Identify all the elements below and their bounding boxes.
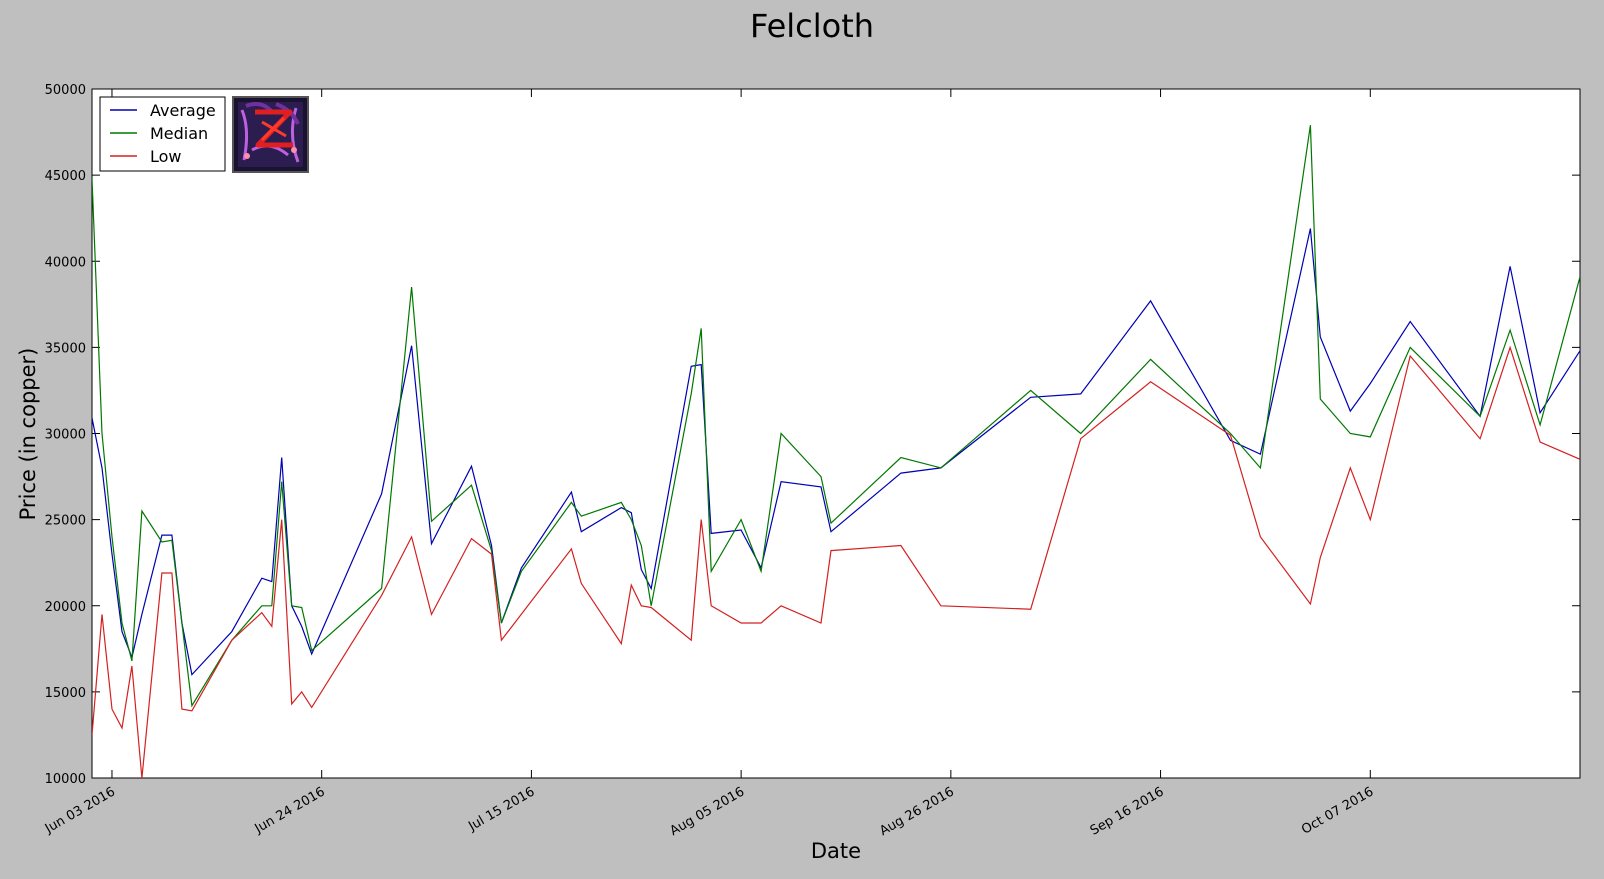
y-tick-label: 45000 [45, 169, 86, 184]
series-line-low [92, 345, 1580, 778]
y-axis-label: Price (in copper) [16, 348, 40, 521]
y-tick-label: 20000 [45, 600, 86, 615]
y-tick-label: 35000 [45, 341, 86, 356]
x-axis-label: Date [811, 839, 861, 863]
series-layer [92, 125, 1580, 778]
y-axis: 10000 15000 20000 25000 30000 35000 40000 45000… [45, 83, 1580, 787]
y-tick-label: 10000 [45, 772, 86, 787]
y-tick-label: 50000 [45, 83, 86, 98]
x-tick-label: Aug 26 2016 [877, 784, 957, 839]
y-tick-label: 25000 [45, 514, 86, 529]
y-tick-label: 40000 [45, 255, 86, 270]
y-tick-label: 15000 [45, 686, 86, 701]
x-tick-label: Jun 24 2016 [252, 784, 328, 837]
x-tick-label: Jun 03 2016 [42, 784, 118, 837]
x-tick-label: Aug 05 2016 [668, 784, 748, 839]
x-tick-label: Oct 07 2016 [1299, 784, 1376, 837]
felcloth-item-icon [232, 96, 309, 173]
legend-label-median: Median [150, 124, 208, 143]
legend-label-average: Average [150, 101, 216, 120]
y-tick-label: 30000 [45, 428, 86, 443]
legend-label-low: Low [150, 147, 182, 166]
series-line-median [92, 125, 1580, 708]
x-tick-label: Jul 15 2016 [465, 784, 537, 834]
plot-area [91, 88, 1581, 779]
legend: Average Median Low [99, 96, 226, 172]
chart-title: Felcloth [750, 7, 874, 45]
x-tick-label: Sep 16 2016 [1088, 784, 1167, 838]
